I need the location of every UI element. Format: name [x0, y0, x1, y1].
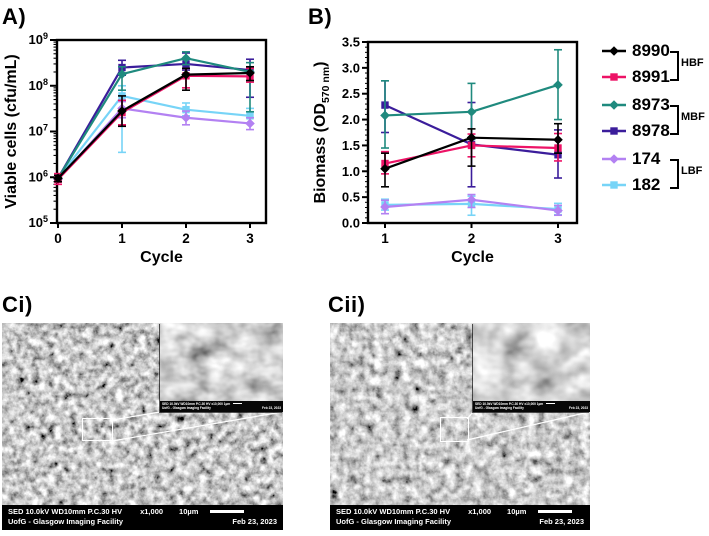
inset-info-text: SED 10.0kV WD10mm P.C.30 HV x10,000 1µm: [162, 401, 231, 406]
svg-text:2: 2: [468, 231, 476, 246]
svg-text:1: 1: [381, 231, 389, 246]
svg-text:108: 108: [29, 77, 48, 93]
series-8973: [380, 48, 563, 149]
sem-inset-texture: [473, 323, 590, 412]
inset-scale-bar: [233, 403, 243, 405]
svg-text:0: 0: [54, 231, 62, 246]
svg-text:106: 106: [29, 168, 48, 184]
legend-group-label: MBF: [681, 111, 705, 123]
legend-label: 182: [632, 175, 661, 194]
svg-text:2.0: 2.0: [342, 112, 360, 127]
y-axis-label: Viable cells (cfu/mL): [3, 54, 20, 208]
svg-text:0.0: 0.0: [342, 216, 360, 231]
legend-entry-182: 182: [602, 174, 660, 196]
sem-scale-label: 10µm: [507, 506, 527, 516]
inset-date-text: Feb 23, 2023: [569, 406, 588, 411]
series-8990: [53, 65, 255, 184]
svg-text:2: 2: [182, 231, 190, 246]
series-8990: [380, 122, 563, 188]
svg-text:3.0: 3.0: [342, 60, 360, 75]
y-axis-label: Biomass (OD570 nm): [312, 62, 332, 204]
legend-marker-diamond: [602, 100, 626, 110]
inset-facility-text: UofG - Glasgow Imaging Facility: [475, 406, 524, 411]
panel-a-label: A): [2, 4, 27, 29]
series-8978: [54, 52, 254, 182]
legend-entry-8978: 8978: [602, 120, 670, 142]
sem-facility-text: UofG - Glasgow Imaging Facility: [336, 516, 452, 526]
sem-scale-label: 10µm: [179, 506, 199, 516]
inset-facility-text: UofG - Glasgow Imaging Facility: [162, 406, 211, 411]
x-axis-label: Cycle: [140, 249, 183, 266]
series-8973: [53, 51, 255, 184]
sem-info-text: SED 10.0kV WD10mm P.C.30 HV: [336, 506, 451, 516]
inset-date-text: Feb 23, 2023: [262, 406, 281, 411]
legend-entry-8991: 8991: [602, 66, 670, 88]
legend-label: 8990: [632, 41, 670, 60]
inset-info-text: SED 10.0kV WD10mm P.C.30 HV x10,000 1µm: [475, 401, 544, 406]
svg-text:0.5: 0.5: [342, 190, 360, 205]
svg-text:2.5: 2.5: [342, 86, 360, 101]
sem-info-text: SED 10.0kV WD10mm P.C.30 HV: [8, 506, 123, 516]
panel-cii-label: Cii): [328, 292, 366, 317]
svg-text:1.5: 1.5: [342, 138, 360, 153]
legend-group-label: LBF: [681, 165, 703, 177]
sem-image-cii: SED 10.0kV WD10mm P.C.30 HV x10,000 1µm …: [330, 323, 590, 530]
sem-date-text: Feb 23, 2023: [539, 516, 584, 526]
legend-entry-8990: 8990: [602, 40, 670, 62]
legend-label: 8991: [632, 67, 670, 86]
inset-scale-bar: [546, 403, 556, 405]
sem-scale-bar: [210, 509, 245, 513]
chart-biomass: 0.0 0.5 1.0 1.5 2.0 2.5 3.0 3.5 1 2 3 Cycle Biomass …: [312, 35, 579, 266]
svg-text:1: 1: [118, 231, 126, 246]
legend-bracket-LBF: [670, 159, 679, 189]
sem-magnification: x1,000: [468, 506, 492, 516]
legend-label: 174: [632, 149, 661, 168]
legend-marker-square: [602, 127, 626, 135]
chart-viable-cells: 105 106 107 108 109 0 1 2 3 Cycle Viable cells (cf…: [3, 31, 268, 266]
sem-inset-info-bar: SED 10.0kV WD10mm P.C.30 HV x10,000 1µm …: [160, 401, 283, 412]
sem-inset: SED 10.0kV WD10mm P.C.30 HV x10,000 1µm …: [160, 323, 283, 412]
sem-date-text: Feb 23, 2023: [232, 516, 277, 526]
legend-entry-174: 174: [602, 148, 660, 170]
svg-text:3: 3: [554, 231, 562, 246]
legend-label: 8978: [632, 121, 670, 140]
svg-text:107: 107: [29, 123, 48, 139]
legend-bracket-MBF: [670, 105, 679, 135]
svg-text:3.5: 3.5: [342, 35, 360, 50]
legend-marker-square: [602, 73, 626, 81]
sem-inset-texture: [160, 323, 283, 412]
legend-bracket-HBF: [670, 51, 679, 81]
legend-marker-diamond: [602, 46, 626, 56]
panel-ci-label: Ci): [2, 292, 33, 317]
svg-text:1.0: 1.0: [342, 164, 360, 179]
sem-info-bar: SED 10.0kV WD10mm P.C.30 HV x1,000 10µm …: [330, 505, 590, 530]
sem-inset: SED 10.0kV WD10mm P.C.30 HV x10,000 1µm …: [473, 323, 590, 412]
sem-facility-text: UofG - Glasgow Imaging Facility: [8, 516, 124, 526]
legend-marker-diamond: [602, 154, 626, 164]
callout-rect: [440, 417, 469, 442]
sem-magnification: x1,000: [140, 506, 164, 516]
svg-text:3: 3: [246, 231, 254, 246]
legend-label: 8973: [632, 95, 670, 114]
sem-info-bar: SED 10.0kV WD10mm P.C.30 HV x1,000 10µm …: [2, 505, 283, 530]
series-174: [380, 193, 563, 217]
sem-scale-bar: [538, 509, 573, 513]
sem-inset-info-bar: SED 10.0kV WD10mm P.C.30 HV x10,000 1µm …: [473, 401, 590, 412]
legend-group-label: HBF: [681, 57, 704, 69]
legend-entry-8973: 8973: [602, 94, 670, 116]
sem-image-ci: SED 10.0kV WD10mm P.C.30 HV x10,000 1µm …: [2, 323, 283, 530]
series-8991: [54, 67, 254, 186]
legend-marker-square: [602, 181, 626, 189]
x-axis-label: Cycle: [451, 249, 494, 266]
panel-b-label: B): [308, 4, 333, 29]
svg-text:105: 105: [29, 214, 48, 230]
legend: 8990 8991 8973 8978 174 182 HBF MBF LBF: [596, 0, 709, 220]
callout-rect: [82, 418, 113, 441]
svg-text:109: 109: [29, 31, 48, 47]
